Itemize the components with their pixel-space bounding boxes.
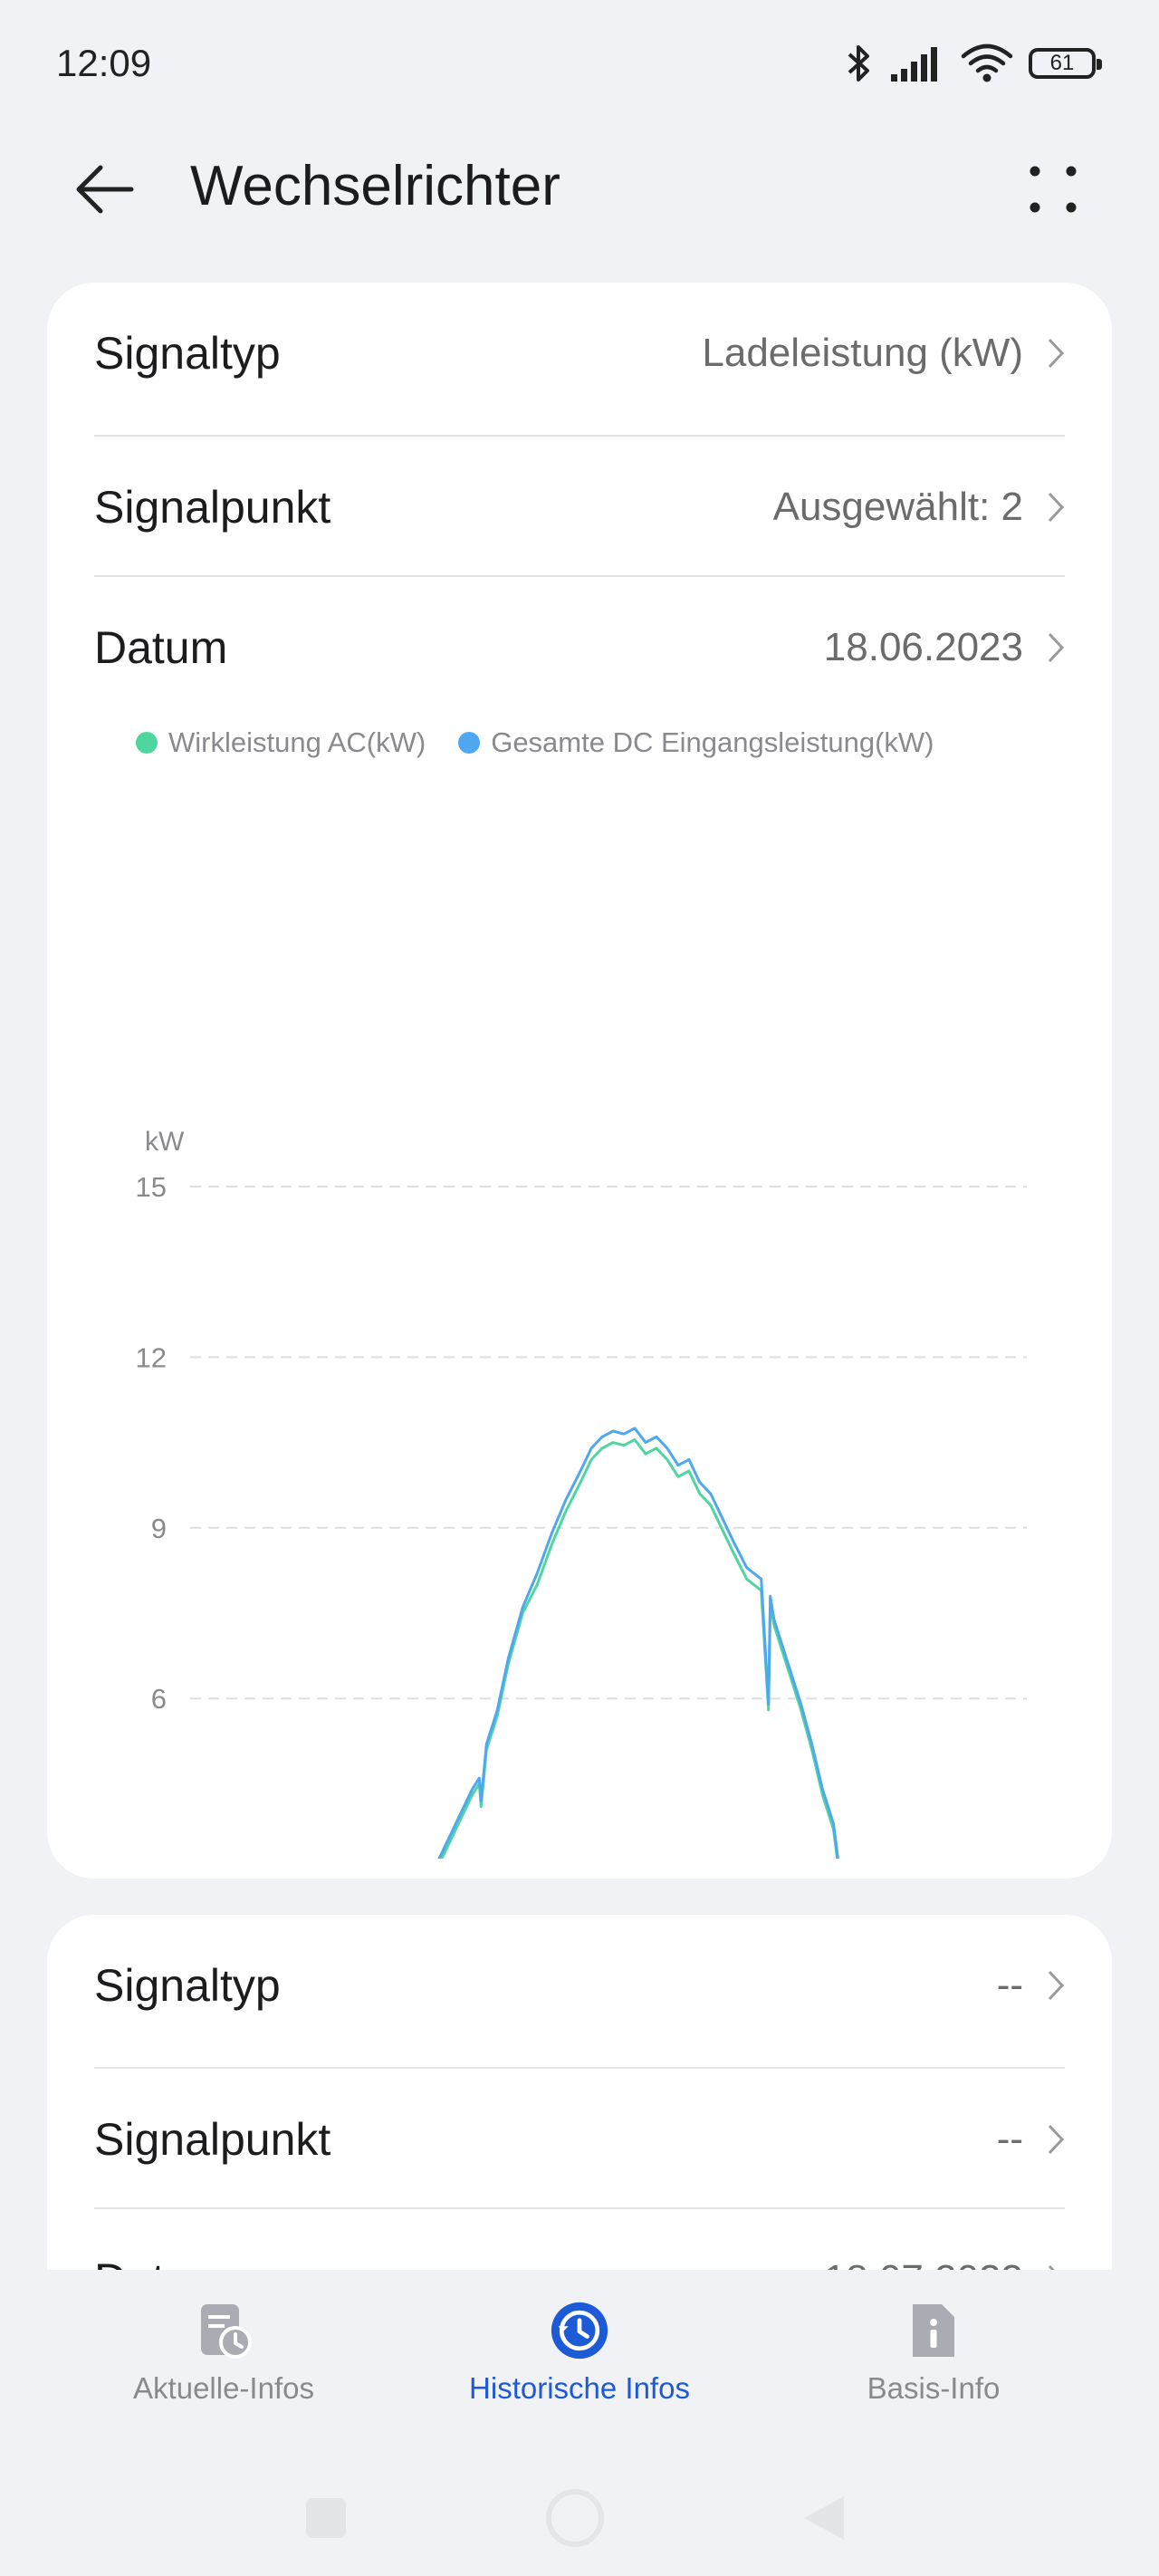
power-line-chart: kW0369121500:0002:4505:3008:1511:0013:45… — [136, 1127, 1027, 1859]
y-tick-label: 15 — [136, 1171, 167, 1203]
more-dots-icon — [1030, 166, 1077, 213]
divider — [94, 2067, 1065, 2069]
second-signal-card: Signaltyp -- Signalpunkt -- Datum 18.07.… — [47, 1915, 1112, 2277]
row-value: Ladeleistung (kW) — [702, 330, 1023, 375]
row-value: -- — [996, 2116, 1023, 2161]
circle-icon — [546, 2489, 604, 2547]
document-clock-icon — [194, 2301, 254, 2360]
nav-aktuelle-infos[interactable]: Aktuelle-Infos — [74, 2301, 373, 2406]
recent-apps-button[interactable] — [290, 2482, 362, 2554]
y-tick-label: 12 — [136, 1341, 167, 1373]
divider — [94, 575, 1065, 577]
top-app-bar: Wechselrichter — [0, 136, 1159, 235]
triangle-back-icon — [804, 2496, 844, 2540]
chevron-right-icon — [1047, 631, 1065, 664]
home-button[interactable] — [539, 2482, 611, 2554]
row-label: Signalpunkt — [94, 481, 331, 533]
signal-chart-card: Signaltyp Ladeleistung (kW) Signalpunkt … — [47, 283, 1112, 1879]
status-bar: 12:09 61 — [0, 0, 1159, 127]
row-signaltyp[interactable]: Signaltyp -- — [94, 1915, 1065, 2055]
bottom-navigation: Aktuelle-Infos Historische Infos Basis-I… — [0, 2270, 1159, 2406]
row-signalpunkt[interactable]: Signalpunkt Ausgewählt: 2 — [94, 437, 1065, 577]
signal-icon — [891, 47, 937, 82]
row-label: Signaltyp — [94, 327, 281, 379]
row-signaltyp[interactable]: Signaltyp Ladeleistung (kW) — [94, 283, 1065, 423]
chevron-right-icon — [1047, 2123, 1065, 2156]
status-time: 12:09 — [56, 42, 152, 84]
arrow-left-icon — [76, 165, 134, 214]
chart-legend: Wirkleistung AC(kW) Gesamte DC Eingangsl… — [136, 726, 934, 759]
row-signalpunkt[interactable]: Signalpunkt -- — [94, 2069, 1065, 2209]
nav-basis-info[interactable]: Basis-Info — [784, 2301, 1083, 2406]
legend-item[interactable]: Gesamte DC Eingangsleistung(kW) — [458, 726, 934, 759]
bluetooth-icon — [848, 45, 869, 82]
legend-dot — [136, 732, 158, 754]
legend-item[interactable]: Wirkleistung AC(kW) — [136, 726, 426, 759]
chevron-right-icon — [1047, 1969, 1065, 2002]
status-icons: 61 — [844, 36, 1102, 91]
legend-dot — [458, 732, 481, 754]
battery-level: 61 — [1049, 51, 1075, 75]
system-back-button[interactable] — [788, 2482, 860, 2554]
divider — [94, 435, 1065, 437]
row-datum[interactable]: Datum 18.07.2023 — [94, 2209, 1065, 2277]
nav-label: Historische Infos — [469, 2371, 690, 2405]
divider — [94, 2207, 1065, 2209]
history-clock-icon — [550, 2301, 609, 2360]
square-icon — [306, 2498, 346, 2538]
y-tick-label: 9 — [151, 1513, 167, 1544]
series-line-1 — [440, 1438, 839, 1859]
row-value: -- — [996, 1962, 1023, 2007]
battery-indicator: 61 — [1029, 48, 1102, 79]
chevron-right-icon — [1047, 337, 1065, 370]
nav-historische-infos[interactable]: Historische Infos — [430, 2301, 729, 2406]
info-document-icon — [904, 2301, 963, 2360]
row-value: 18.06.2023 — [823, 624, 1023, 669]
page-title: Wechselrichter — [190, 155, 560, 217]
chevron-right-icon — [1047, 491, 1065, 524]
back-button[interactable] — [63, 149, 145, 230]
y-tick-label: 3 — [151, 1854, 167, 1859]
row-label: Signaltyp — [94, 1959, 281, 2011]
row-label: Datum — [94, 621, 228, 673]
row-label: Signalpunkt — [94, 2113, 331, 2165]
legend-label: Wirkleistung AC(kW) — [168, 726, 426, 758]
row-datum[interactable]: Datum 18.06.2023 — [94, 577, 1065, 717]
nav-label: Basis-Info — [867, 2371, 1001, 2405]
nav-label: Aktuelle-Infos — [133, 2371, 314, 2405]
legend-label: Gesamte DC Eingangsleistung(kW) — [491, 726, 934, 758]
y-axis-unit: kW — [145, 1127, 185, 1157]
more-options-button[interactable] — [1012, 149, 1094, 230]
series-line-2 — [437, 1427, 839, 1859]
system-navigation-bar — [0, 2464, 1159, 2576]
row-value: Ausgewählt: 2 — [772, 484, 1023, 529]
wifi-icon — [961, 43, 1013, 82]
y-tick-label: 6 — [151, 1683, 167, 1715]
